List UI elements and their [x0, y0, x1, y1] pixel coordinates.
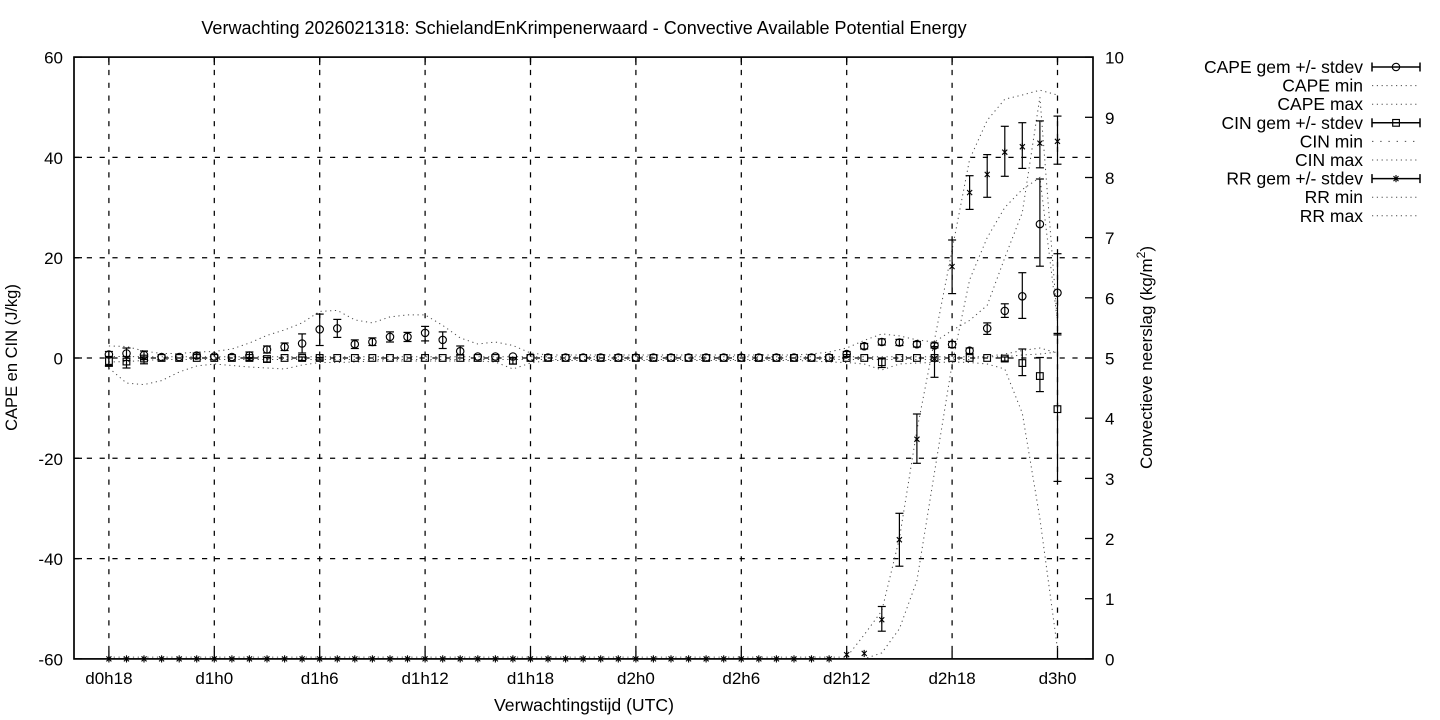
svg-text:d1h6: d1h6 — [301, 669, 339, 688]
svg-text:d1h12: d1h12 — [401, 669, 448, 688]
svg-text:3: 3 — [1105, 470, 1114, 489]
svg-text:d2h12: d2h12 — [823, 669, 870, 688]
svg-text:9: 9 — [1105, 109, 1114, 128]
svg-text:d2h0: d2h0 — [617, 669, 655, 688]
svg-text:0: 0 — [54, 350, 63, 369]
svg-text:-40: -40 — [38, 550, 63, 569]
svg-text:2: 2 — [1105, 530, 1114, 549]
svg-text:d0h18: d0h18 — [85, 669, 132, 688]
svg-text:d1h0: d1h0 — [195, 669, 233, 688]
svg-text:5: 5 — [1105, 350, 1114, 369]
svg-text:10: 10 — [1105, 49, 1124, 68]
svg-text:20: 20 — [44, 249, 63, 268]
svg-text:CIN min: CIN min — [1300, 131, 1363, 151]
svg-text:CIN gem +/- stdev: CIN gem +/- stdev — [1221, 113, 1363, 133]
svg-text:7: 7 — [1105, 229, 1114, 248]
svg-text:6: 6 — [1105, 289, 1114, 308]
svg-text:RR gem +/- stdev: RR gem +/- stdev — [1226, 169, 1363, 189]
svg-text:d3h0: d3h0 — [1039, 669, 1077, 688]
svg-text:CAPE en CIN (J/kg): CAPE en CIN (J/kg) — [3, 284, 21, 431]
svg-text:CAPE min: CAPE min — [1282, 76, 1363, 96]
svg-text:RR max: RR max — [1300, 206, 1363, 226]
svg-text:d2h6: d2h6 — [722, 669, 760, 688]
svg-text:CIN max: CIN max — [1295, 150, 1363, 170]
svg-text:60: 60 — [44, 49, 63, 68]
svg-text:4: 4 — [1105, 410, 1114, 429]
svg-text:d1h18: d1h18 — [507, 669, 554, 688]
svg-text:0: 0 — [1105, 650, 1114, 669]
svg-text:Verwachting 2026021318: Schiel: Verwachting 2026021318: SchielandEnKrimp… — [201, 18, 966, 38]
svg-text:Verwachtingstijd (UTC): Verwachtingstijd (UTC) — [494, 695, 674, 715]
svg-text:1: 1 — [1105, 590, 1114, 609]
svg-text:CAPE max: CAPE max — [1277, 94, 1363, 114]
svg-text:CAPE gem +/- stdev: CAPE gem +/- stdev — [1204, 57, 1363, 77]
svg-text:-60: -60 — [38, 650, 63, 669]
svg-text:Convectieve neerslag (kg/m2): Convectieve neerslag (kg/m2) — [1134, 246, 1156, 469]
svg-text:40: 40 — [44, 149, 63, 168]
svg-text:-20: -20 — [38, 450, 63, 469]
svg-text:d2h18: d2h18 — [928, 669, 975, 688]
svg-text:8: 8 — [1105, 169, 1114, 188]
svg-text:RR min: RR min — [1305, 187, 1363, 207]
